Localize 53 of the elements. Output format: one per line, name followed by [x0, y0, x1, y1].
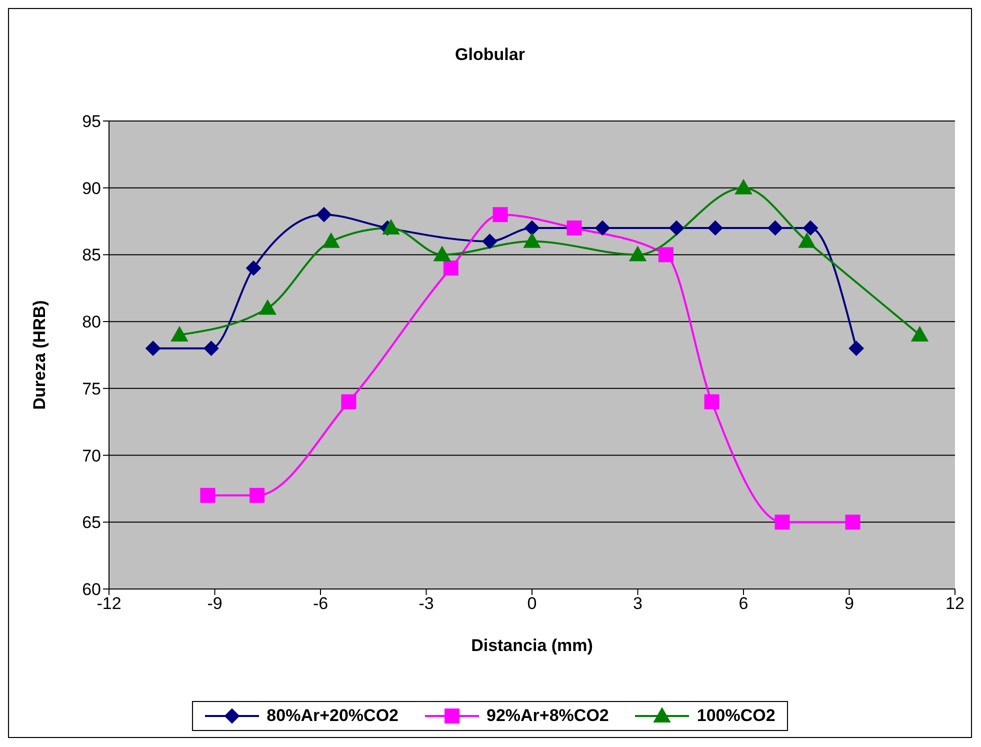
point	[735, 179, 752, 194]
point	[443, 260, 458, 276]
point	[669, 220, 684, 236]
point	[708, 220, 723, 236]
x-tick-label: -6	[312, 594, 328, 614]
x-tick-label: 9	[844, 594, 854, 614]
point	[200, 488, 216, 503]
point	[704, 394, 720, 410]
x-tick-label: 0	[527, 594, 537, 614]
x-tick-label: -9	[207, 594, 222, 614]
chart-title: Globular	[454, 45, 526, 65]
point	[774, 514, 790, 530]
x-axis-title: Distancia (mm)	[471, 636, 593, 655]
point	[482, 234, 498, 249]
legend-label: 100%CO2	[696, 706, 776, 726]
x-tick-label: -3	[418, 594, 434, 614]
legend-label: 80%Ar+20%CO2	[266, 706, 398, 726]
point	[434, 246, 451, 262]
point	[566, 220, 582, 236]
point	[492, 207, 508, 222]
y-tick-label: 80	[82, 312, 101, 332]
point	[250, 488, 265, 503]
point	[911, 326, 928, 342]
x-tick-label: 6	[738, 594, 748, 614]
x-tick-label: 12	[946, 594, 964, 614]
point	[848, 340, 864, 356]
point	[171, 326, 188, 342]
y-axis-title: Dureza (HRB)	[30, 300, 50, 410]
point	[768, 220, 783, 236]
y-tick-label: 85	[82, 246, 101, 265]
point	[146, 340, 161, 356]
point	[595, 220, 610, 236]
point	[798, 232, 816, 248]
point	[259, 300, 276, 315]
y-tick-label: 90	[82, 178, 101, 198]
point	[629, 246, 646, 262]
point	[802, 220, 818, 236]
point	[341, 394, 356, 410]
point	[246, 260, 262, 276]
y-tick-label: 75	[82, 379, 101, 398]
y-tick-label: 70	[82, 446, 101, 466]
point	[524, 220, 540, 236]
point	[322, 232, 340, 248]
y-tick-label: 65	[82, 513, 101, 532]
legend-label: 92%Ar+8%CO2	[486, 706, 609, 726]
point	[382, 219, 400, 234]
x-tick-label: 3	[633, 594, 642, 614]
y-tick-label: 95	[82, 112, 101, 132]
point	[204, 340, 219, 356]
point	[845, 514, 860, 530]
point	[658, 247, 674, 262]
point	[316, 207, 332, 222]
point	[524, 232, 540, 248]
